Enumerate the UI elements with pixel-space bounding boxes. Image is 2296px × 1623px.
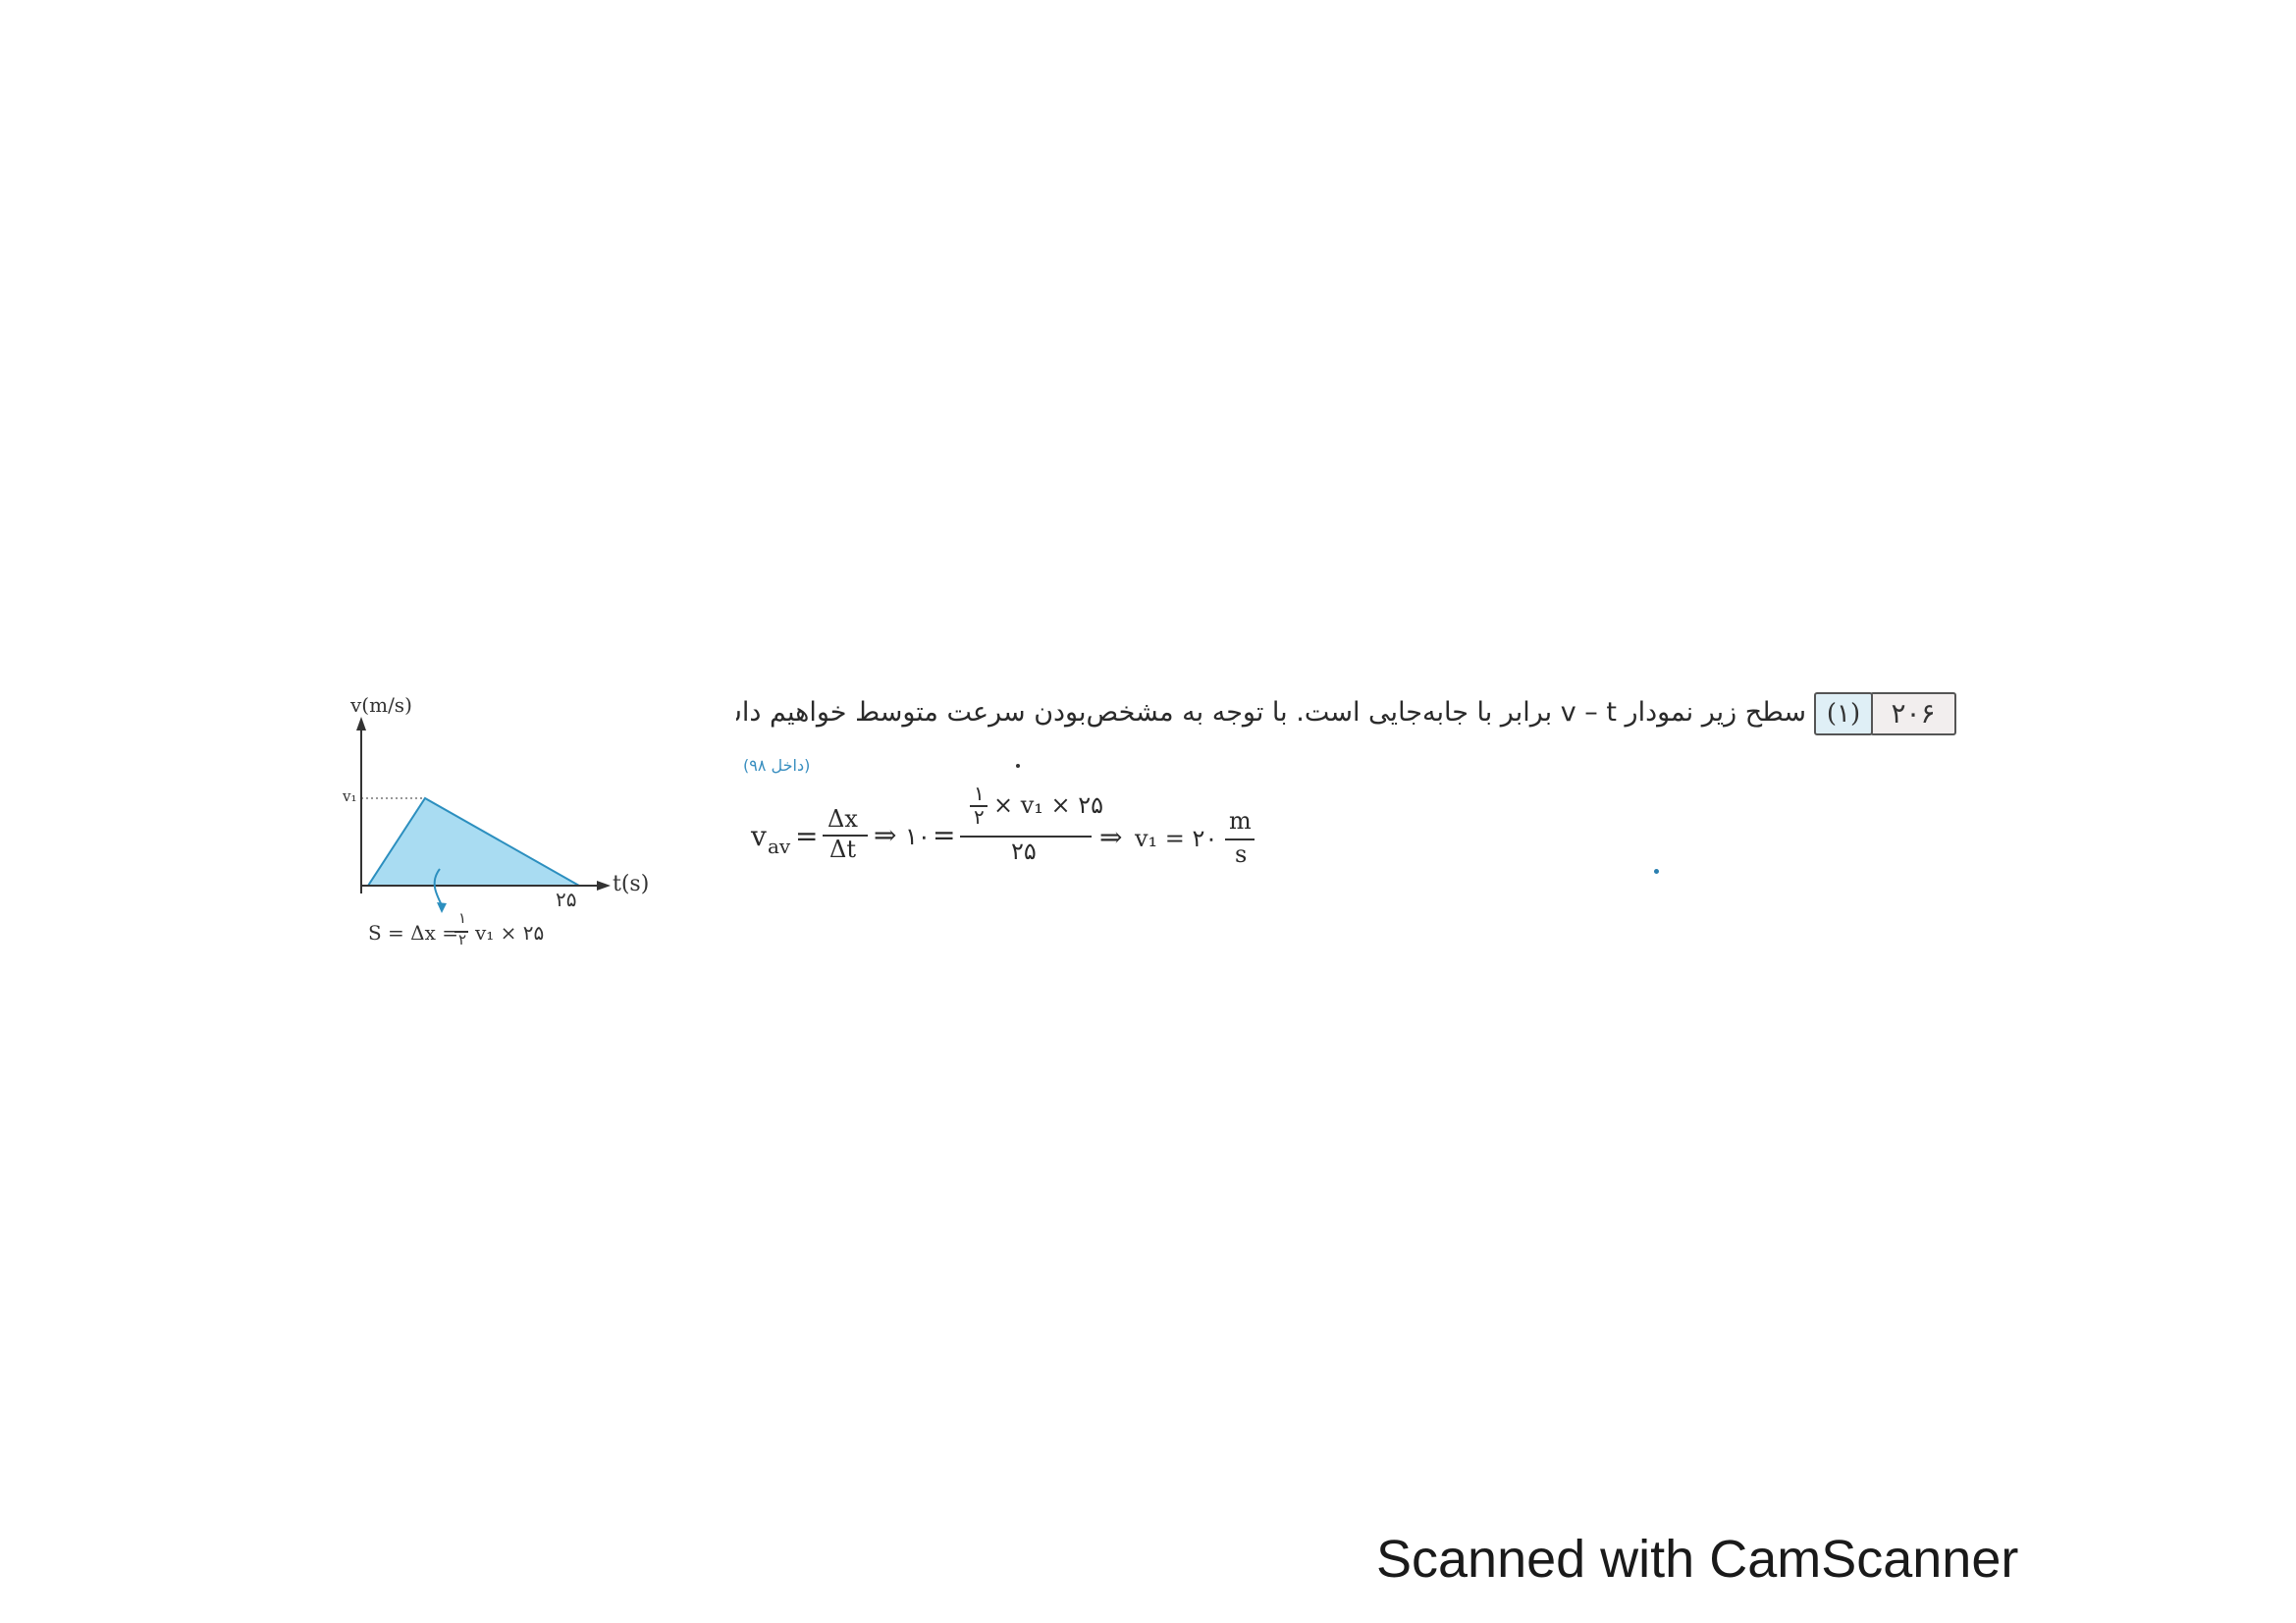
exam-source: (داخل ۹۸) [743,756,811,775]
equals-sign-2: = [933,819,956,851]
delta-t: Δt [829,836,856,863]
area-note-half-bar [454,931,468,933]
area-note-half-den: ۲ [458,931,467,948]
main-fraction-bar [960,836,1092,838]
y-axis-label: v(m/s) [350,693,412,717]
half-denominator: ۲ [974,805,985,829]
delta-x: Δx [828,805,858,833]
area-under-curve [366,796,583,887]
unit-s: s [1235,840,1248,868]
average-velocity-value: ۱۰ [905,823,931,850]
y-axis-arrow [356,717,366,730]
equals-sign: = [795,820,819,852]
total-time: ۲۵ [1011,838,1037,865]
peak-velocity-label: v₁ [343,787,357,805]
v-symbol: v [751,820,767,852]
problem-number: ۲۰۶ [1870,692,1956,735]
area-note-rhs: v₁ × ۲۵ [475,921,545,945]
area-pointer-arrowhead [437,902,447,913]
ink-dot [1654,869,1659,874]
area-pointer-arrow [433,868,443,906]
half-numerator: ۱ [974,782,985,805]
answer-option: (۱) [1814,692,1873,735]
unit-m: m [1229,807,1252,835]
velocity-time-graph [356,717,611,913]
x-axis-arrow [597,881,611,891]
x-axis-label: t(s) [613,872,650,896]
x-end-tick: ۲۵ [556,888,577,911]
unit-bar [1225,839,1255,840]
area-expression: × v₁ × ۲۵ [993,791,1104,819]
problem-text: سطح زیر نمودار v – t برابر با جابه‌جایی … [736,697,1806,728]
fraction-bar [823,835,868,837]
result: v₁ = ۲۰ [1135,825,1218,852]
v-subscript: av [768,835,791,858]
half-bar [970,805,988,807]
implies-arrow: ⇒ [874,819,897,851]
area-note-lhs: S = Δx = [368,921,459,945]
scanner-watermark: Scanned with CamScanner [1376,1530,2019,1589]
area-note-half-num: ۱ [458,909,467,927]
implies-arrow-2: ⇒ [1099,821,1123,853]
stray-dot [1016,764,1020,768]
